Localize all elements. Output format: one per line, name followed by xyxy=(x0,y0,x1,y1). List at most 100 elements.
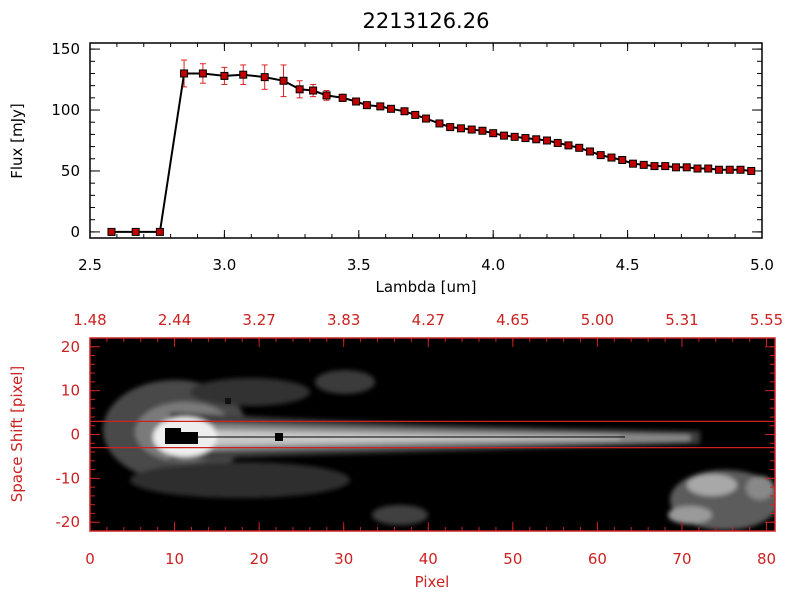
x-tick-label: 70 xyxy=(672,550,691,568)
image-haze-top xyxy=(315,370,375,394)
data-point xyxy=(260,73,269,82)
data-point xyxy=(553,138,562,147)
bad-pixel-cluster-2 xyxy=(180,432,198,444)
data-point xyxy=(564,141,573,150)
data-point xyxy=(400,107,409,116)
x-tick-label: 20 xyxy=(250,550,269,568)
bad-pixel-cluster xyxy=(165,428,181,444)
top-wavelength-label: 3.27 xyxy=(242,311,275,329)
image-haze-lower xyxy=(130,462,350,498)
image-blob-right-core2 xyxy=(668,506,712,524)
chart-title: 2213126.26 xyxy=(363,9,490,33)
data-point xyxy=(131,227,140,236)
aperture-lines xyxy=(90,420,775,449)
data-point xyxy=(542,136,551,145)
image-blob-right-core xyxy=(687,474,737,496)
image-blob-right-edge xyxy=(746,476,774,500)
data-point xyxy=(661,162,670,171)
spectrum-line xyxy=(111,72,752,233)
data-point xyxy=(338,93,347,102)
data-point xyxy=(220,71,229,80)
y-tick-label: -20 xyxy=(56,513,81,531)
data-point xyxy=(387,104,396,113)
top-wavelength-label: 1.48 xyxy=(73,311,106,329)
y-tick-label: 10 xyxy=(61,382,80,400)
data-point xyxy=(180,69,189,78)
top-wavelength-label: 4.65 xyxy=(496,311,529,329)
top-wavelength-label: 5.55 xyxy=(750,311,783,329)
image-top-wavelength-labels: 1.48 2.44 3.27 3.83 4.27 4.65 5.00 5.31 5.55 xyxy=(73,311,783,329)
y-tick-label: 0 xyxy=(70,426,80,444)
data-point xyxy=(467,125,476,134)
spectral-image-plot: 0 10 20 30 40 50 60 70 80 1.48 2.44 3.27 3.83 4.27 4.… xyxy=(8,311,783,591)
data-point xyxy=(510,132,519,141)
data-point xyxy=(747,166,756,175)
data-point xyxy=(322,91,331,100)
data-point xyxy=(521,134,530,143)
x-tick-label: 3.5 xyxy=(347,256,371,274)
data-point xyxy=(532,135,541,144)
data-point xyxy=(239,70,248,79)
top-wavelength-label: 4.27 xyxy=(412,311,445,329)
x-tick-label: 5.0 xyxy=(750,256,774,274)
y-tick-label: -10 xyxy=(56,469,81,487)
data-point xyxy=(628,159,637,168)
data-point xyxy=(704,164,713,173)
spectrum-y-axis-label: Flux [mJy] xyxy=(8,103,26,179)
data-point xyxy=(352,97,361,106)
spectrum-x-axis-label: Lambda [um] xyxy=(376,278,477,296)
data-point xyxy=(456,124,465,133)
y-tick-label: 150 xyxy=(51,40,80,58)
data-point xyxy=(682,163,691,172)
x-tick-label: 4.5 xyxy=(616,256,640,274)
data-point xyxy=(155,227,164,236)
data-point xyxy=(607,153,616,162)
top-wavelength-label: 2.44 xyxy=(158,311,191,329)
data-point xyxy=(585,147,594,156)
data-point xyxy=(725,165,734,174)
data-point xyxy=(478,126,487,135)
data-point xyxy=(435,119,444,128)
data-point xyxy=(596,151,605,160)
image-haze-top2 xyxy=(190,378,310,406)
data-point xyxy=(279,76,288,85)
x-tick-label: 0 xyxy=(85,550,95,568)
data-point xyxy=(499,131,508,140)
spectrum-markers xyxy=(107,69,756,236)
data-point xyxy=(489,129,498,138)
data-point xyxy=(575,143,584,152)
spectrum-ticks xyxy=(89,43,763,238)
bad-pixel xyxy=(225,398,231,404)
data-point xyxy=(446,123,455,132)
data-point xyxy=(362,101,371,110)
data-point xyxy=(422,114,430,123)
data-point xyxy=(295,85,304,94)
image-x-axis-label: Pixel xyxy=(415,573,450,591)
y-tick-label: 100 xyxy=(51,101,80,119)
image-haze-bottom xyxy=(372,505,428,525)
top-wavelength-label: 3.83 xyxy=(327,311,360,329)
y-tick-label: 50 xyxy=(61,162,80,180)
data-point xyxy=(376,102,385,111)
data-point xyxy=(693,164,702,173)
spectrum-x-tick-labels: 2.5 3.0 3.5 4.0 4.5 5.0 xyxy=(78,256,774,274)
image-y-axis-label: Space Shift [pixel] xyxy=(8,366,26,503)
x-tick-label: 10 xyxy=(165,550,184,568)
data-point xyxy=(736,165,745,174)
x-tick-label: 4.0 xyxy=(481,256,505,274)
x-tick-label: 3.0 xyxy=(212,256,236,274)
y-tick-label: 20 xyxy=(61,338,80,356)
data-point xyxy=(198,69,207,78)
spectrum-y-tick-labels: 0 50 100 150 xyxy=(51,40,80,241)
data-point xyxy=(309,86,318,95)
x-tick-label: 60 xyxy=(588,550,607,568)
x-tick-label: 50 xyxy=(503,550,522,568)
image-y-tick-labels: 20 10 0 -10 -20 xyxy=(56,338,81,531)
top-wavelength-label: 5.31 xyxy=(665,311,698,329)
x-tick-label: 80 xyxy=(757,550,776,568)
y-tick-label: 0 xyxy=(70,223,80,241)
data-point xyxy=(714,165,723,174)
data-point xyxy=(650,162,659,171)
data-point xyxy=(671,163,680,172)
data-point xyxy=(107,227,116,236)
